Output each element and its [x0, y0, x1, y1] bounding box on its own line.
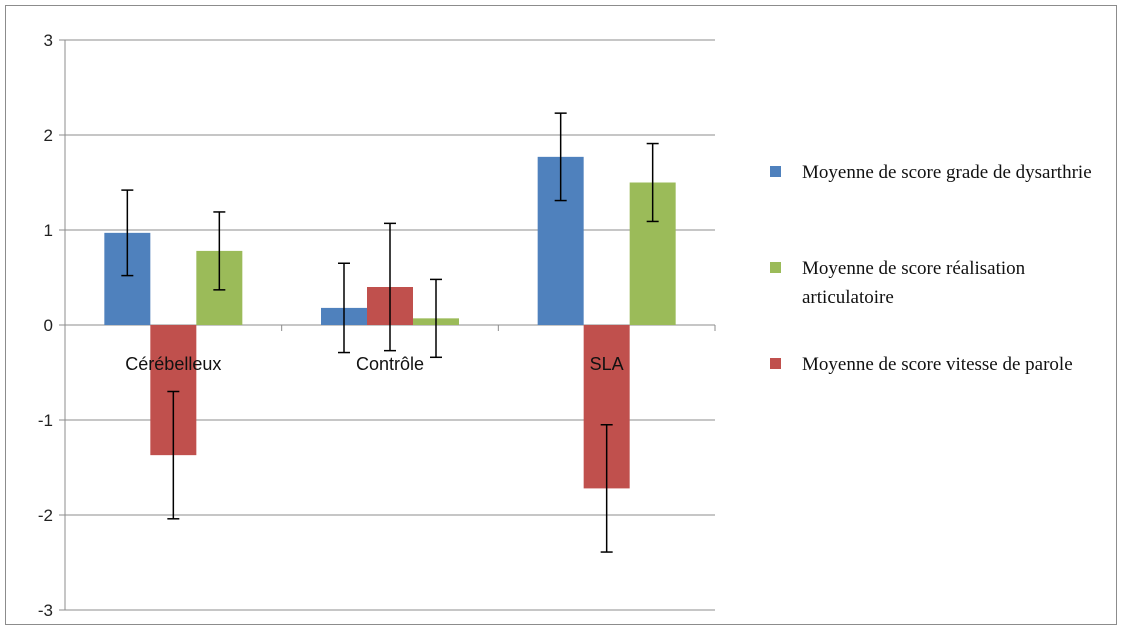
y-tick-label: 2 [44, 126, 53, 145]
legend-entry-0: Moyenne de score grade de dysarthrie [802, 162, 1092, 183]
y-tick-label: -3 [38, 601, 53, 620]
legend-line: articulatoire [802, 287, 894, 308]
legend-entry-1: Moyenne de score vitesse de parole [802, 354, 1073, 375]
category-label: SLA [590, 354, 624, 374]
y-tick-label: -2 [38, 506, 53, 525]
category-label: Contrôle [356, 354, 424, 374]
legend-line: Moyenne de score grade de dysarthrie [802, 162, 1092, 183]
y-tick-label: 0 [44, 316, 53, 335]
legend-line: Moyenne de score réalisation [802, 258, 1026, 279]
y-tick-label: 3 [44, 31, 53, 50]
legend-swatch-2 [770, 262, 781, 273]
legend-swatch-1 [770, 358, 781, 369]
y-tick-label: -1 [38, 411, 53, 430]
legend-line: Moyenne de score vitesse de parole [802, 354, 1073, 375]
legend-swatch-0 [770, 166, 781, 177]
legend-entry-2: Moyenne de score réalisation articulatoir… [802, 258, 1026, 308]
category-label: Cérébelleux [125, 354, 221, 374]
y-tick-label: 1 [44, 221, 53, 240]
